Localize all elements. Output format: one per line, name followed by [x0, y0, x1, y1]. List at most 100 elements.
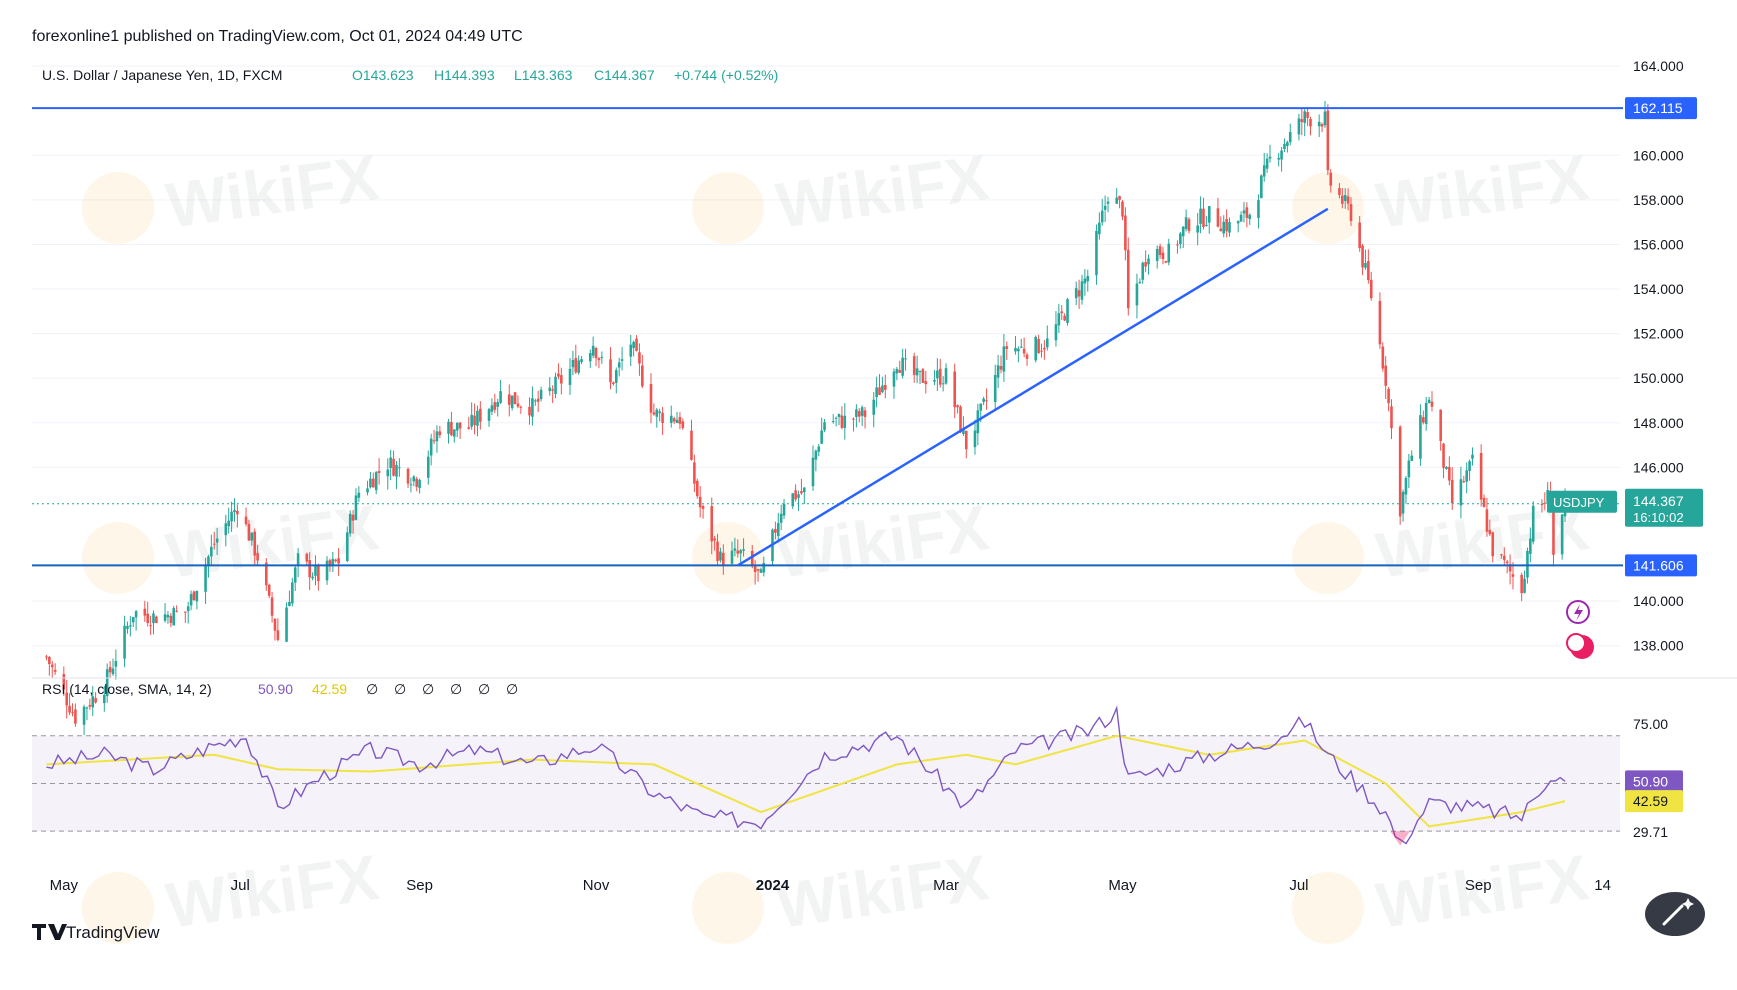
candle-body: [629, 344, 633, 357]
candle-body: [661, 412, 664, 423]
candle-body: [956, 405, 959, 408]
candle-body: [953, 371, 957, 408]
candle-body: [288, 601, 291, 606]
candle-body: [1225, 218, 1228, 232]
candle-body: [904, 358, 907, 360]
price-axis[interactable]: 164.000 160.000 158.000 156.000 154.000 152.0…: [1633, 58, 1684, 654]
candle-body: [1485, 509, 1489, 532]
candle-body: [1164, 261, 1168, 263]
candle-body: [973, 430, 977, 448]
watermark-text: WikiFX: [772, 841, 993, 942]
candle-body: [291, 582, 294, 604]
candle-body: [753, 566, 757, 573]
candle-body: [418, 479, 421, 489]
price-tick-label: 158.000: [1633, 192, 1684, 208]
candle-body: [507, 394, 511, 405]
candle-body: [800, 491, 803, 494]
empty-value-3: ∅: [422, 681, 434, 697]
magic-tool-button[interactable]: [1645, 892, 1705, 936]
candle-body: [415, 478, 419, 487]
candle-body: [577, 360, 580, 373]
candle-body: [184, 611, 187, 613]
sparkle-icon: [1682, 898, 1694, 910]
candle-body: [875, 387, 878, 398]
candle-body: [108, 667, 112, 673]
candle-body: [1529, 538, 1532, 554]
candle-body: [1364, 262, 1367, 268]
candle-body: [369, 478, 372, 488]
candle-body: [450, 421, 453, 436]
candle-body: [1228, 222, 1231, 233]
candle-body: [1257, 200, 1260, 218]
candle-body: [837, 413, 841, 418]
candle-body: [915, 368, 919, 376]
candle-body: [1187, 219, 1191, 232]
time-tick-label: 14: [1594, 877, 1611, 894]
candle-body: [1531, 505, 1535, 542]
candle-body: [1500, 554, 1503, 556]
candle-body: [1410, 455, 1414, 461]
candle-body: [1268, 156, 1272, 159]
candle-body: [762, 562, 766, 573]
candle-body: [1222, 221, 1226, 234]
candle-body: [1060, 311, 1064, 314]
watermark-logo-icon: [1292, 872, 1364, 944]
candle-body: [750, 550, 754, 566]
candle-body: [45, 656, 48, 658]
candle-body: [1387, 388, 1390, 404]
price-pane[interactable]: [32, 55, 1622, 670]
candle-body: [791, 493, 795, 507]
candle-body: [163, 614, 167, 621]
candle-body: [314, 565, 317, 576]
candle-body: [1317, 121, 1321, 127]
candle-body: [377, 470, 381, 473]
time-axis[interactable]: May Jul Sep Nov 2024 Mar May Jul Sep 14: [50, 877, 1611, 894]
horizontal-lines[interactable]: [32, 107, 1623, 567]
candle-body: [1167, 243, 1171, 263]
watermark-logo-icon: [692, 172, 764, 244]
price-tick-label: 146.000: [1633, 459, 1684, 475]
candle-body: [1303, 111, 1307, 123]
candle-body: [105, 669, 109, 697]
candle-body: [1025, 354, 1029, 359]
candle-body: [690, 430, 693, 460]
candle-body: [710, 506, 714, 542]
candle-body: [1398, 426, 1402, 517]
flag-event-icon[interactable]: [1566, 633, 1586, 653]
candle-body: [169, 615, 173, 624]
candle-body: [982, 398, 985, 402]
trendline[interactable]: [737, 207, 1329, 567]
candle-body: [571, 359, 575, 368]
tradingview-logo[interactable]: TradingView: [32, 923, 160, 942]
candle-body: [716, 541, 719, 561]
candle-body: [655, 409, 659, 417]
candle-body: [1427, 399, 1431, 404]
candle-body: [1019, 346, 1023, 348]
candle-body: [730, 550, 734, 564]
candle-body: [175, 610, 178, 612]
candle-body: [554, 376, 557, 395]
candle-body: [1442, 443, 1445, 468]
candle-body: [959, 406, 962, 433]
candle-body: [48, 657, 51, 665]
candle-body: [386, 469, 390, 477]
candle-body: [528, 406, 531, 416]
candle-body: [600, 356, 604, 358]
symbol-tag: USDJPY: [1547, 490, 1617, 513]
candle-body: [1158, 246, 1162, 256]
candle-body: [1098, 222, 1101, 235]
candle-body: [186, 606, 190, 612]
candle-body: [1540, 503, 1544, 505]
events-area[interactable]: [1566, 600, 1594, 659]
empty-value-5: ∅: [478, 681, 490, 697]
candle-body: [357, 492, 361, 498]
candle-body: [1384, 365, 1388, 386]
candle-body: [779, 513, 783, 523]
candle-body: [701, 506, 705, 509]
candle-body: [256, 552, 259, 561]
candle-body: [672, 418, 676, 422]
price-tick-label: 164.000: [1633, 58, 1684, 74]
